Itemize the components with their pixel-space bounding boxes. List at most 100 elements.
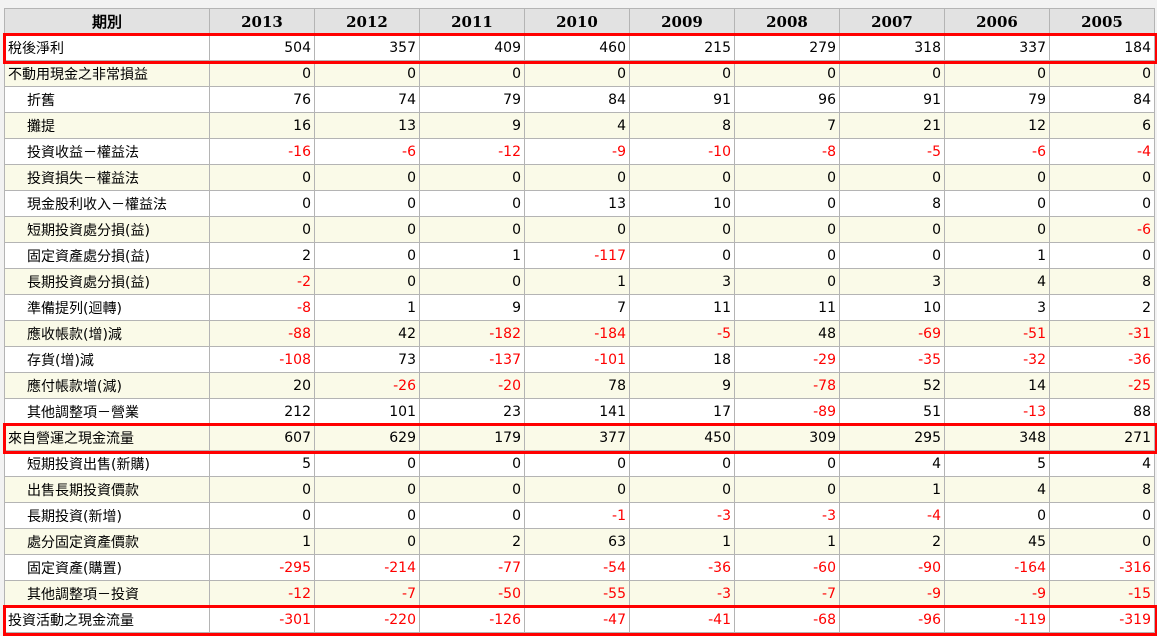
value-cell: -316: [1050, 555, 1155, 581]
row-label: 投資收益－權益法: [5, 139, 210, 165]
value-cell: 1: [735, 529, 840, 555]
value-cell: 96: [735, 87, 840, 113]
value-cell: -15: [1050, 581, 1155, 607]
value-cell: 0: [420, 61, 525, 87]
table-row: 投資活動之現金流量-301-220-126-47-41-68-96-119-31…: [5, 607, 1155, 633]
value-cell: 0: [525, 217, 630, 243]
value-cell: 3: [840, 269, 945, 295]
value-cell: 0: [315, 217, 420, 243]
value-cell: -6: [315, 139, 420, 165]
row-label: 準備提列(迴轉): [5, 295, 210, 321]
value-cell: 0: [210, 165, 315, 191]
header-period: 期別: [5, 9, 210, 35]
value-cell: 0: [420, 269, 525, 295]
value-cell: -4: [840, 503, 945, 529]
value-cell: 0: [735, 451, 840, 477]
value-cell: 9: [420, 113, 525, 139]
value-cell: -8: [210, 295, 315, 321]
value-cell: 17: [630, 399, 735, 425]
header-year: 2008: [735, 9, 840, 35]
value-cell: 0: [210, 191, 315, 217]
value-cell: -137: [420, 347, 525, 373]
header-year: 2010: [525, 9, 630, 35]
value-cell: 84: [525, 87, 630, 113]
value-cell: -3: [735, 503, 840, 529]
value-cell: -301: [210, 607, 315, 633]
value-cell: 0: [315, 61, 420, 87]
value-cell: 0: [630, 477, 735, 503]
row-label: 現金股利收入－權益法: [5, 191, 210, 217]
value-cell: -4: [1050, 139, 1155, 165]
value-cell: -20: [420, 373, 525, 399]
value-cell: 0: [630, 217, 735, 243]
value-cell: 318: [840, 35, 945, 61]
value-cell: 0: [840, 217, 945, 243]
value-cell: 51: [840, 399, 945, 425]
value-cell: -12: [210, 581, 315, 607]
value-cell: -60: [735, 555, 840, 581]
value-cell: -78: [735, 373, 840, 399]
value-cell: 4: [1050, 451, 1155, 477]
row-label: 折舊: [5, 87, 210, 113]
row-label: 不動用現金之非常損益: [5, 61, 210, 87]
value-cell: -36: [1050, 347, 1155, 373]
value-cell: -35: [840, 347, 945, 373]
value-cell: -7: [315, 581, 420, 607]
value-cell: 78: [525, 373, 630, 399]
value-cell: 0: [1050, 243, 1155, 269]
value-cell: 12: [945, 113, 1050, 139]
value-cell: 0: [735, 191, 840, 217]
value-cell: 1: [840, 477, 945, 503]
value-cell: 52: [840, 373, 945, 399]
value-cell: 1: [630, 529, 735, 555]
value-cell: 3: [945, 295, 1050, 321]
value-cell: 20: [210, 373, 315, 399]
value-cell: 0: [630, 451, 735, 477]
value-cell: -47: [525, 607, 630, 633]
value-cell: 504: [210, 35, 315, 61]
value-cell: 0: [1050, 191, 1155, 217]
value-cell: -6: [1050, 217, 1155, 243]
row-label: 攤提: [5, 113, 210, 139]
value-cell: 18: [630, 347, 735, 373]
value-cell: -68: [735, 607, 840, 633]
value-cell: 377: [525, 425, 630, 451]
value-cell: -50: [420, 581, 525, 607]
value-cell: 0: [315, 191, 420, 217]
row-label: 應收帳款(增)減: [5, 321, 210, 347]
value-cell: 0: [1050, 61, 1155, 87]
value-cell: -25: [1050, 373, 1155, 399]
value-cell: -36: [630, 555, 735, 581]
value-cell: 7: [735, 113, 840, 139]
value-cell: 0: [210, 217, 315, 243]
value-cell: 0: [210, 477, 315, 503]
value-cell: 0: [420, 217, 525, 243]
row-label: 短期投資出售(新購): [5, 451, 210, 477]
value-cell: 0: [315, 243, 420, 269]
value-cell: 7: [525, 295, 630, 321]
row-label: 出售長期投資價款: [5, 477, 210, 503]
value-cell: 11: [630, 295, 735, 321]
value-cell: 0: [945, 217, 1050, 243]
value-cell: 348: [945, 425, 1050, 451]
value-cell: -12: [420, 139, 525, 165]
header-year: 2006: [945, 9, 1050, 35]
value-cell: 13: [315, 113, 420, 139]
value-cell: -101: [525, 347, 630, 373]
row-label: 稅後淨利: [5, 35, 210, 61]
value-cell: -119: [945, 607, 1050, 633]
value-cell: 309: [735, 425, 840, 451]
value-cell: -3: [630, 503, 735, 529]
value-cell: 2: [1050, 295, 1155, 321]
row-label: 存貨(增)減: [5, 347, 210, 373]
value-cell: 184: [1050, 35, 1155, 61]
value-cell: 42: [315, 321, 420, 347]
value-cell: 0: [945, 191, 1050, 217]
